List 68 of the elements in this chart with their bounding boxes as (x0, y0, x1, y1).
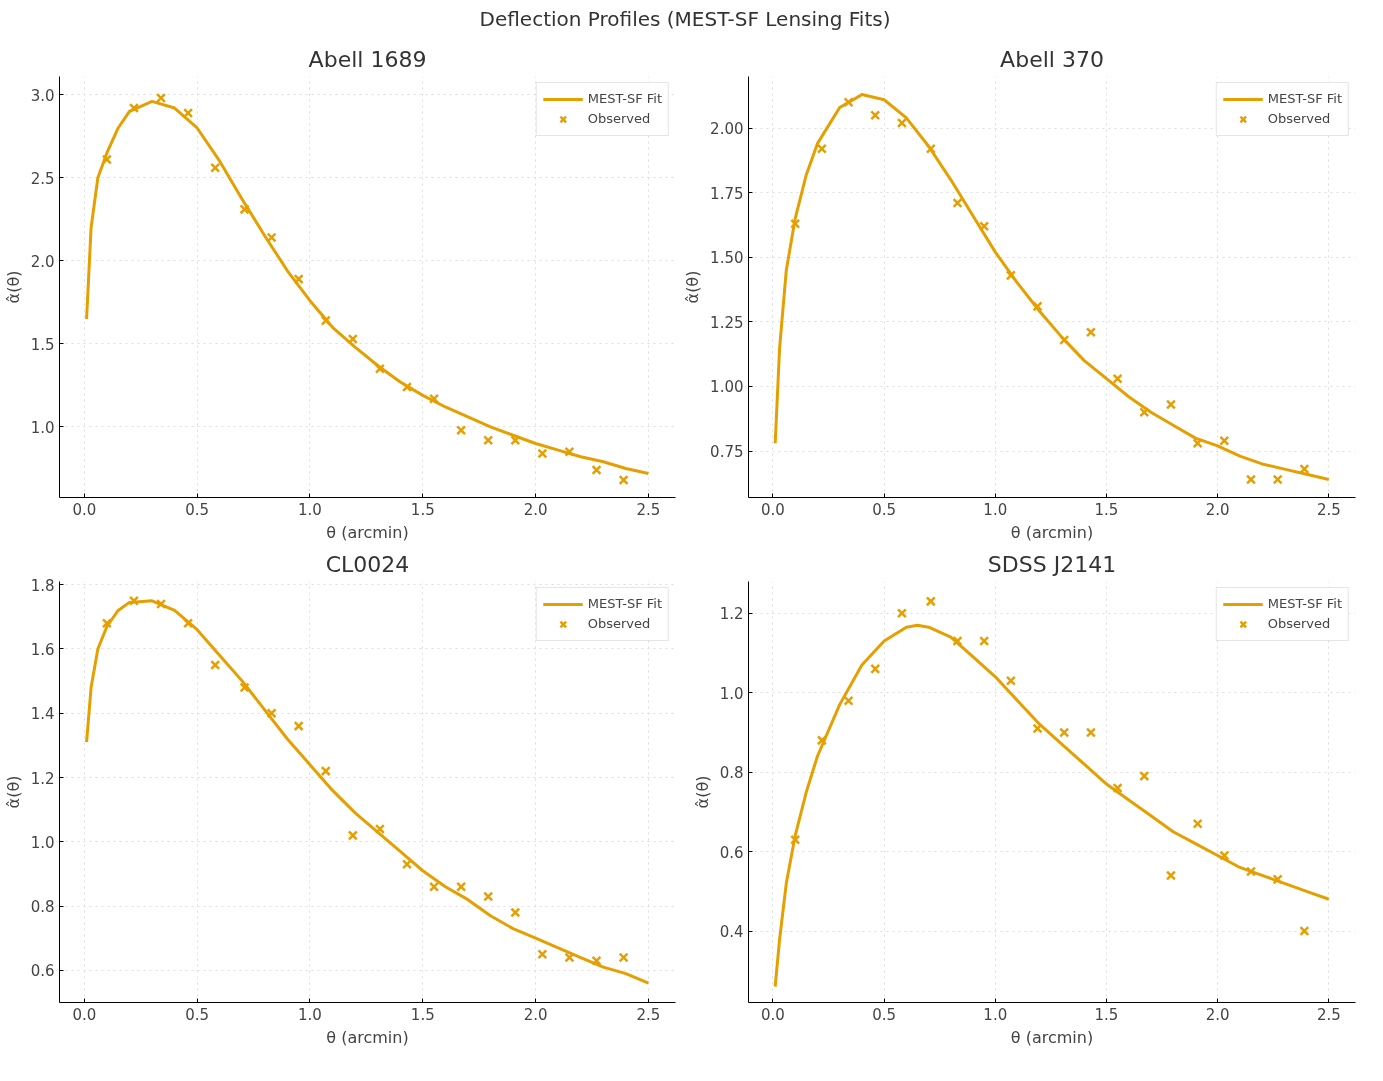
y-tick-label: 0.8 (719, 763, 744, 782)
chart-title: SDSS J2141 (987, 551, 1117, 577)
y-axis-title: α̂(θ) (692, 775, 712, 808)
legend-label: Observed (587, 616, 651, 632)
y-tick-label: 1.5 (30, 335, 55, 354)
chart-title: Abell 1689 (308, 46, 427, 72)
x-tick-label: 0.0 (761, 500, 785, 519)
y-tick-label: 3.0 (30, 86, 55, 105)
y-tick-label: 2.5 (30, 169, 55, 188)
x-tick-label: 0.5 (872, 500, 897, 519)
y-tick-label: 1.0 (30, 833, 55, 852)
x-tick-label: 1.5 (410, 500, 435, 519)
x-tick-label: 2.0 (1205, 1005, 1230, 1024)
x-tick-label: 0.0 (72, 500, 97, 519)
y-tick-label: 1.00 (710, 378, 744, 396)
x-axis-title: θ (arcmin) (326, 1027, 409, 1047)
x-tick-label: 2.5 (1316, 500, 1341, 519)
x-tick-label: 1.0 (298, 500, 322, 519)
legend-label: MEST-SF Fit (587, 596, 662, 612)
y-tick-label: 0.6 (719, 843, 744, 862)
x-tick-label: 0.0 (761, 1005, 785, 1024)
y-axis-title: α̂(θ) (3, 775, 23, 808)
y-tick-label: 1.0 (719, 684, 744, 703)
x-tick-label: 2.0 (523, 1005, 548, 1024)
y-tick-label: 1.2 (30, 769, 55, 788)
y-tick-label: 1.50 (710, 248, 744, 267)
legend-label: Observed (587, 111, 651, 127)
legend-label: Observed (1267, 111, 1331, 127)
text: Deflection Profiles (MEST-SF Lensing Fits) (479, 6, 891, 33)
legend-label: MEST-SF Fit (587, 91, 662, 107)
x-tick-label: 0.5 (185, 500, 210, 519)
x-axis-title: θ (arcmin) (1010, 1027, 1094, 1047)
y-tick-label: 1.8 (30, 576, 55, 595)
x-axis-title: θ (arcmin) (1010, 522, 1094, 542)
y-tick-label: 1.6 (30, 640, 55, 659)
x-tick-label: 1.0 (983, 1005, 1008, 1024)
y-axis-title: α̂(θ) (683, 270, 703, 303)
chart-title: Abell 370 (1000, 46, 1104, 72)
x-axis-title: θ (arcmin) (326, 522, 409, 542)
y-axis-title: α̂(θ) (3, 270, 23, 303)
y-tick-label: 1.2 (719, 604, 744, 623)
x-tick-label: 2.0 (523, 500, 548, 519)
legend-label: Observed (1267, 616, 1331, 632)
x-tick-label: 1.0 (983, 500, 1008, 519)
x-tick-label: 0.5 (185, 1005, 210, 1024)
legend-label: MEST-SF Fit (1267, 596, 1342, 612)
x-tick-label: 0.5 (872, 1005, 897, 1024)
chart-title: CL0024 (325, 551, 410, 577)
y-tick-label: 2.0 (30, 252, 55, 271)
x-tick-label: 2.0 (1205, 500, 1230, 519)
y-tick-label: 1.25 (710, 313, 744, 332)
y-tick-label: 2.00 (710, 119, 744, 138)
y-tick-label: 1.4 (30, 704, 55, 723)
y-tick-label: 1.75 (710, 184, 744, 203)
x-tick-label: 2.5 (636, 1005, 661, 1024)
y-tick-label: 0.6 (30, 961, 55, 980)
x-tick-label: 2.5 (1316, 1005, 1341, 1024)
x-tick-label: 2.5 (636, 500, 661, 519)
y-tick-label: 0.75 (710, 442, 744, 461)
legend-label: MEST-SF Fit (1267, 91, 1342, 107)
x-tick-label: 1.5 (1094, 500, 1119, 519)
y-tick-label: 0.4 (719, 922, 744, 941)
y-tick-label: 0.8 (30, 897, 55, 916)
x-tick-label: 1.0 (298, 1005, 322, 1024)
x-tick-label: 0.0 (72, 1005, 97, 1024)
x-tick-label: 1.5 (410, 1005, 435, 1024)
y-tick-label: 1.0 (30, 418, 55, 437)
x-tick-label: 1.5 (1094, 1005, 1119, 1024)
